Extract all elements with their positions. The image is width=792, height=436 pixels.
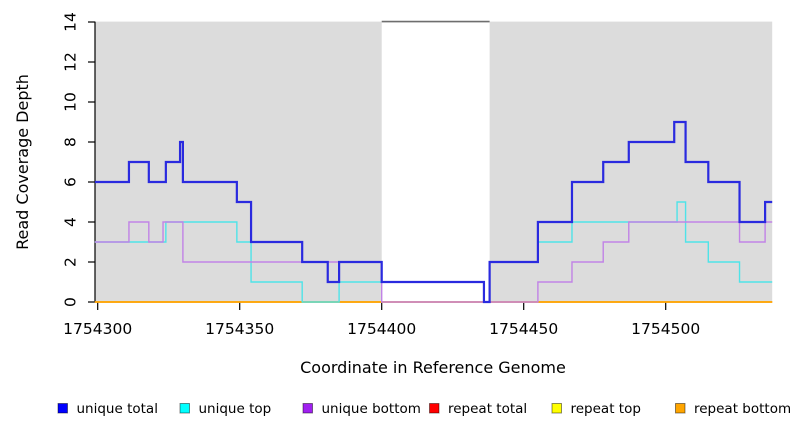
legend-swatch-unique-total xyxy=(57,403,68,414)
legend-label-unique-total: unique total xyxy=(77,401,158,417)
shaded-region xyxy=(489,21,773,302)
x-axis-title: Coordinate in Reference Genome xyxy=(300,358,566,377)
legend-label-unique-bottom: unique bottom xyxy=(322,401,421,417)
legend-swatch-repeat-top xyxy=(551,403,562,414)
y-tick-label: 6 xyxy=(62,177,80,187)
y-tick-label: 4 xyxy=(62,217,80,227)
legend-swatch-unique-bottom xyxy=(302,403,313,414)
axes: 0 2 4 6 8 10 12 14 1754300 1754350 1754400 1754450 1… xyxy=(62,12,701,338)
legend-label-repeat-total: repeat total xyxy=(448,401,527,417)
x-tick-label: 1754400 xyxy=(347,320,416,338)
series-lines xyxy=(94,120,773,304)
y-tick-label: 0 xyxy=(62,297,80,307)
x-tick-label: 1754350 xyxy=(205,320,274,338)
legend-swatch-repeat-total xyxy=(429,403,440,414)
legend-label-unique-top: unique top xyxy=(199,401,272,417)
legend-label-repeat-bottom: repeat bottom xyxy=(694,401,791,417)
legend-swatch-repeat-bottom xyxy=(675,403,686,414)
y-tick-label: 12 xyxy=(62,52,80,72)
y-tick-label: 10 xyxy=(62,92,80,112)
legend: unique total unique top unique bottom repea… xyxy=(57,401,791,417)
x-tick-label: 1754450 xyxy=(489,320,558,338)
y-tick-label: 14 xyxy=(62,12,80,32)
series-line-unique-bottom xyxy=(94,221,773,303)
series-line-unique-total xyxy=(94,120,773,304)
x-tick-label: 1754500 xyxy=(631,320,700,338)
y-tick-label: 2 xyxy=(62,257,80,267)
y-tick-label: 8 xyxy=(62,137,80,147)
legend-label-repeat-top: repeat top xyxy=(571,401,641,417)
plot-shading xyxy=(95,20,773,302)
legend-swatch-unique-top xyxy=(179,403,190,414)
x-tick-label: 1754300 xyxy=(63,320,132,338)
y-axis-title: Read Coverage Depth xyxy=(13,74,32,250)
